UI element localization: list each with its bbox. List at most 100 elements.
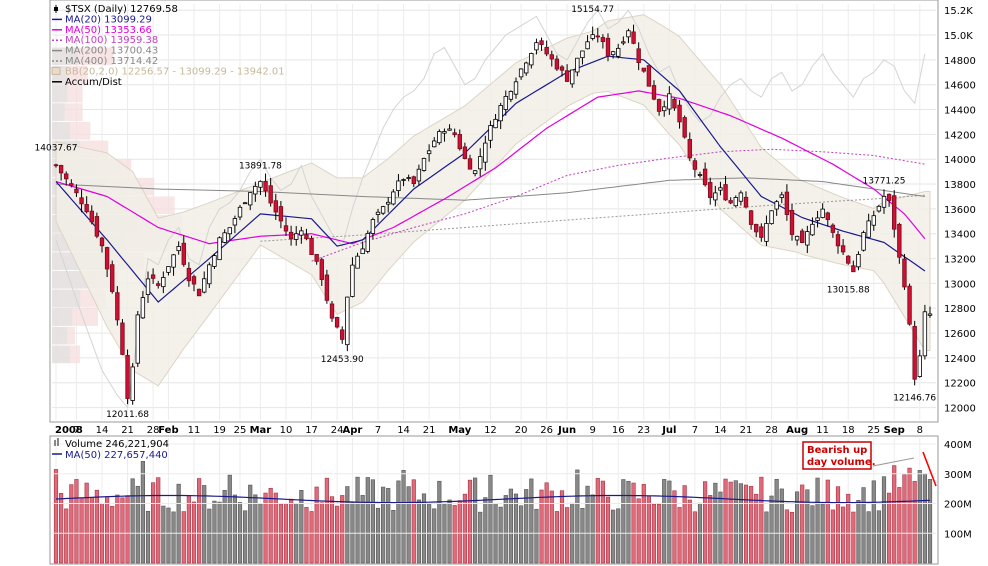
price-tick-label: 14200 [944, 130, 976, 141]
candle-up [738, 192, 744, 202]
candle-down [902, 258, 907, 288]
candle-up [662, 106, 667, 112]
candle-up [442, 131, 447, 134]
vbp-up-bar [52, 103, 65, 121]
date-tick-label: 17 [305, 425, 318, 436]
volume-bar [881, 476, 887, 564]
ma100-line [311, 148, 925, 262]
volume-bar [110, 505, 115, 564]
legend-label: MA(20) 13099.29 [65, 14, 152, 25]
price-tick-label: 14000 [944, 155, 976, 166]
price-tick-label: 15.2K [944, 6, 973, 17]
ma200-line [55, 177, 925, 201]
volume-tick-label: 400M [944, 440, 972, 451]
volume-bar [529, 478, 534, 564]
candle-up [355, 255, 360, 269]
candle-down [708, 182, 713, 199]
candle-up [764, 223, 769, 242]
candle-down [800, 230, 805, 243]
date-tick-label: 25 [867, 425, 880, 436]
volume-bar [186, 495, 191, 564]
candle-up [227, 227, 232, 235]
volume-bar [769, 495, 774, 564]
date-tick-label: 26 [540, 425, 553, 436]
candle-up [217, 237, 222, 261]
candle-up [350, 264, 355, 297]
volume-bar [237, 502, 243, 564]
volume-bar [544, 482, 549, 564]
price-tick-label: 14400 [944, 106, 976, 117]
candle-down [825, 212, 830, 220]
volume-bar [876, 510, 881, 564]
candle-down [687, 138, 692, 159]
candle-up [927, 313, 933, 316]
candle-up [524, 62, 529, 74]
volume-bar [907, 467, 912, 564]
vbp-up-bar [52, 47, 78, 66]
candle-down [319, 259, 324, 280]
candle-up [575, 57, 580, 73]
vbp-up-bar [52, 345, 70, 364]
candle-down [784, 191, 790, 215]
volume-bar [396, 480, 401, 564]
volume-bar [197, 478, 202, 564]
volume-bar [59, 492, 64, 564]
volume-bar [145, 510, 151, 564]
volume-bar [539, 489, 544, 564]
date-tick-label: 16 [612, 425, 625, 436]
candle-up [232, 218, 238, 226]
candle-up [616, 47, 621, 57]
volume-tick-label: 300M [944, 470, 972, 481]
candle-up [871, 215, 876, 226]
volume-bar [74, 479, 79, 564]
candle-up [713, 192, 718, 201]
volume-bar [841, 506, 846, 564]
volume-bar [789, 511, 795, 564]
candle-up [145, 278, 151, 295]
volume-bar [733, 480, 738, 564]
candle-up [294, 233, 299, 240]
volume-bar [611, 509, 616, 564]
candle-up [258, 180, 263, 188]
volume-bar [861, 487, 866, 564]
legend-label: MA(200) 13700.43 [65, 46, 158, 57]
volume-bar [641, 484, 646, 564]
date-tick-label: 10 [280, 425, 293, 436]
candle-up [237, 206, 243, 218]
volume-bar [299, 490, 304, 564]
candle-down [196, 288, 202, 297]
volume-bar [248, 484, 253, 564]
volume-bar [835, 486, 841, 564]
volume-bar [636, 498, 641, 564]
candle-down [104, 247, 110, 270]
volume-bar [800, 484, 805, 564]
candle-down [329, 303, 335, 319]
volume-bar [473, 477, 478, 564]
date-tick-label: 11 [816, 425, 829, 436]
price-axis: 12000 12200 12400 12600 12800 13000 13200 13400… [944, 6, 976, 414]
price-annotation: 13771.25 [863, 177, 906, 187]
volume-bar [519, 505, 524, 564]
candle-up [432, 140, 437, 148]
price-tick-label: 12600 [944, 329, 976, 340]
candle-down [283, 225, 289, 232]
date-tick-label: May [448, 425, 471, 436]
price-tick-label: 15.0K [944, 31, 973, 42]
volume-bar [513, 493, 519, 564]
volume-bar [314, 486, 319, 564]
volume-bar [355, 476, 360, 564]
candle-up [345, 296, 350, 346]
candle-down [544, 46, 549, 55]
volume-bar [743, 484, 749, 564]
candle-up [370, 219, 376, 234]
volume-bar [718, 491, 723, 564]
bollinger-bands [55, 14, 931, 387]
candle-up [493, 118, 498, 129]
candle-up [447, 128, 452, 131]
volume-axis: 100M 200M 300M 400M [52, 440, 972, 540]
price-tick-label: 13200 [944, 255, 976, 266]
candle-up [166, 266, 171, 273]
volume-bar [723, 478, 728, 564]
candle-down [288, 231, 294, 240]
